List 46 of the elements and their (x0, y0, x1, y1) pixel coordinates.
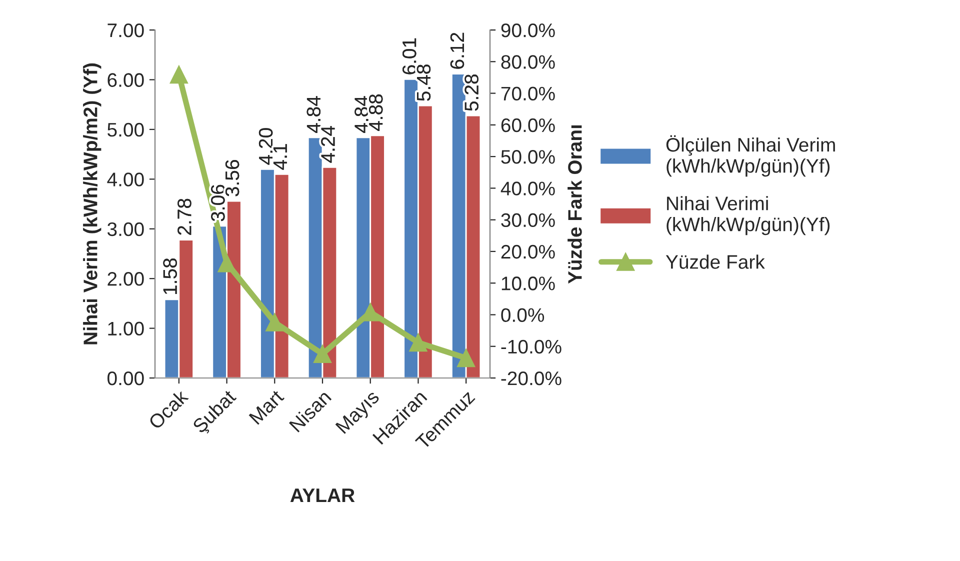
y2-tick-label: 70.0% (501, 86, 555, 101)
y2-tick-label: 80.0% (501, 55, 555, 69)
data-label: 1.58 (163, 258, 177, 294)
data-label: 4.88 (368, 94, 383, 131)
legend-label: Yüzde Fark (666, 254, 765, 269)
point (266, 313, 284, 332)
data-label: 3.06 (211, 184, 225, 222)
point (218, 254, 236, 272)
y2-axis-title: Yüzde Fark Oranı (568, 125, 582, 284)
y-axis-title: Nihai Verim (kWh/kWp/m2) (Yf) (83, 63, 102, 344)
point (457, 349, 476, 368)
y-tick-label: 0.00 (108, 371, 144, 386)
point (170, 66, 188, 84)
data-label: 4.84 (306, 96, 321, 133)
data-label: 4.84 (354, 96, 368, 133)
y2-tick-label: 60.0% (501, 118, 555, 132)
y2-tick-label: 50.0% (501, 150, 555, 164)
legend-label: Nihai Verimi (kWh/kWp/gün)(Yf) (666, 196, 830, 236)
y-tick-label: 4.00 (107, 172, 144, 186)
y2-tick-label: -10.0% (501, 340, 562, 354)
point (313, 344, 332, 363)
data-label: 5.48 (416, 64, 431, 101)
y-tick-label: 7.00 (108, 23, 144, 38)
y-tick-label: 6.00 (108, 73, 144, 87)
y-tick-label: 5.00 (108, 122, 144, 137)
y2-tick-label: -20.0% (501, 371, 562, 386)
data-label: 4.24 (321, 126, 335, 163)
y-tick-label: 3.00 (107, 222, 144, 236)
y2-tick-label: 30.0% (501, 213, 555, 228)
data-label: 4.20 (258, 128, 273, 165)
y-tick-label: 2.00 (108, 272, 144, 286)
point (409, 334, 428, 352)
legend-label: Ölçülen Nihai Verim (kWh/kWp/gün)(Yf) (666, 135, 835, 177)
data-label: 2.78 (178, 198, 192, 235)
data-label: 6.01 (402, 38, 416, 74)
data-label: 3.56 (225, 160, 240, 196)
data-label: 4.1 (273, 144, 287, 170)
data-label: 5.28 (464, 74, 478, 111)
y2-tick-label: 90.0% (501, 23, 555, 38)
y2-tick-label: 10.0% (502, 276, 555, 290)
y-tick-label: 1.00 (108, 322, 144, 336)
y2-tick-label: 40.0% (500, 182, 555, 196)
data-label: 6.12 (450, 32, 464, 69)
y2-tick-label: 0.0% (501, 308, 544, 322)
x-axis-title: AYLAR (290, 488, 355, 502)
y2-tick-label: 20.0% (501, 244, 555, 259)
